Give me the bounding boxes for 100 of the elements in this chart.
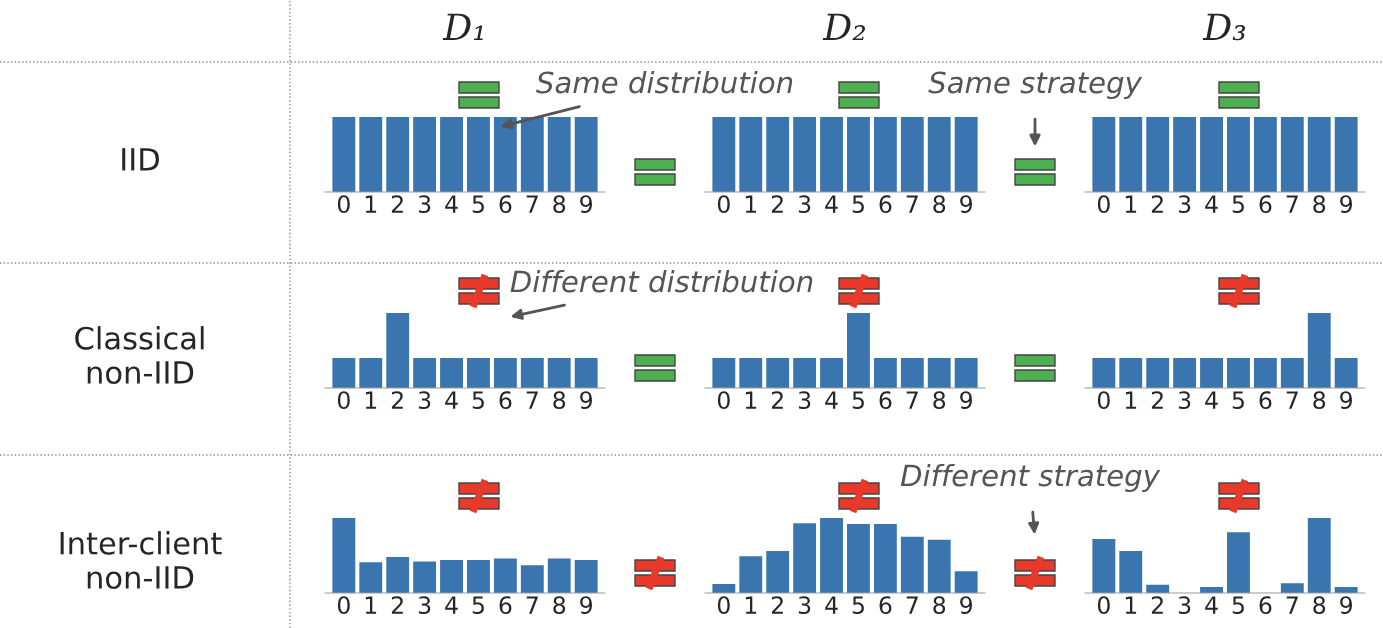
x-tick-label: 5 xyxy=(852,195,864,214)
x-tick-label: 5 xyxy=(1232,391,1244,410)
bar xyxy=(574,560,598,593)
x-tick-label: 5 xyxy=(852,596,864,615)
y-axis-title: Classical non-IID xyxy=(75,326,204,384)
x-tick-label: 7 xyxy=(906,195,918,213)
x-tick-label: 9 xyxy=(1340,195,1352,214)
x-tick-label: 6 xyxy=(879,391,892,410)
x-tick-label: 3 xyxy=(798,596,811,615)
x-tick-label: 0 xyxy=(717,596,730,615)
bar xyxy=(413,561,437,593)
x-tick-label: 7 xyxy=(1286,391,1298,409)
x-tick-label: 5 xyxy=(852,391,864,410)
bar xyxy=(493,558,517,593)
bar xyxy=(520,565,544,593)
bar xyxy=(766,551,790,593)
x-tick-label: 2 xyxy=(391,195,403,213)
x-tick-label: 1 xyxy=(1125,195,1137,213)
x-tick-label: 1 xyxy=(365,195,377,213)
x-tick-label: 4 xyxy=(445,195,458,213)
x-tick-label: 4 xyxy=(445,391,458,409)
y-axis-title: Inter-client non-IID xyxy=(60,531,222,589)
x-tick-label: 5 xyxy=(1232,195,1244,214)
x-tick-label: 8 xyxy=(553,391,566,410)
bar xyxy=(1307,518,1331,593)
y-axis-title: IID xyxy=(122,148,159,171)
bar xyxy=(440,560,463,593)
bar xyxy=(467,560,490,593)
x-tick-label: 3 xyxy=(418,596,431,615)
x-tick-label: 1 xyxy=(745,391,757,409)
x-tick-label: 2 xyxy=(771,195,783,213)
x-tick-label: 8 xyxy=(553,195,566,214)
x-tick-label: 4 xyxy=(825,596,838,614)
x-tick-label: 6 xyxy=(1259,195,1272,214)
bar xyxy=(1227,532,1250,593)
bar xyxy=(1280,583,1304,593)
x-tick-label: 3 xyxy=(1178,195,1191,214)
x-tick-label: 7 xyxy=(906,391,918,409)
x-tick-label: 4 xyxy=(825,195,838,213)
x-tick-label: 1 xyxy=(745,195,757,213)
bar xyxy=(1092,539,1116,593)
x-tick-label: 3 xyxy=(798,391,811,410)
x-tick-label: 2 xyxy=(1151,195,1163,213)
x-tick-label: 9 xyxy=(580,391,593,410)
text: Different strategy xyxy=(900,463,1161,493)
bar xyxy=(793,523,817,593)
x-tick-label: 2 xyxy=(1151,596,1163,614)
x-tick-label: 8 xyxy=(933,195,946,214)
x-tick-label: 2 xyxy=(771,391,783,409)
x-tick-label: 7 xyxy=(906,596,918,614)
x-tick-label: 7 xyxy=(526,391,538,409)
x-tick-label: 1 xyxy=(365,596,377,614)
x-tick-label: 6 xyxy=(1259,596,1272,615)
bar xyxy=(386,557,410,593)
x-tick-label: 3 xyxy=(1178,391,1191,410)
x-tick-label: 6 xyxy=(499,596,512,615)
x-tick-label: 0 xyxy=(717,195,730,214)
x-tick-label: 0 xyxy=(1097,596,1110,615)
x-tick-label: 3 xyxy=(798,195,811,214)
x-tick-label: 1 xyxy=(745,596,757,614)
x-tick-label: 9 xyxy=(580,596,593,615)
bar xyxy=(954,571,978,593)
x-tick-label: 7 xyxy=(1286,195,1298,213)
x-tick-label: 0 xyxy=(1097,195,1110,214)
bar xyxy=(547,558,571,593)
x-tick-label: 9 xyxy=(580,195,593,214)
x-tick-label: 1 xyxy=(1125,391,1137,409)
x-tick-label: 2 xyxy=(771,596,783,614)
x-tick-label: 4 xyxy=(825,391,838,409)
x-tick-label: 3 xyxy=(418,391,431,410)
x-tick-label: 0 xyxy=(337,391,350,410)
x-tick-label: 5 xyxy=(1232,596,1244,615)
x-tick-label: 5 xyxy=(472,391,484,410)
x-tick-label: 1 xyxy=(1125,596,1137,614)
bar xyxy=(927,539,951,593)
x-tick-label: 0 xyxy=(1097,391,1110,410)
x-tick-label: 8 xyxy=(1313,195,1326,214)
x-tick-label: 0 xyxy=(337,195,350,214)
x-tick-label: 4 xyxy=(1205,391,1218,409)
x-tick-label: 9 xyxy=(960,195,972,214)
chart-title: D₁ xyxy=(442,13,483,41)
x-tick-label: 9 xyxy=(960,596,972,615)
bar xyxy=(359,562,383,593)
x-tick-label: 6 xyxy=(879,596,892,615)
x-tick-label: 5 xyxy=(472,596,484,615)
x-tick-label: 1 xyxy=(365,391,377,409)
x-tick-label: 2 xyxy=(391,391,403,409)
chart-title: D₃ xyxy=(1202,13,1246,41)
x-tick-label: 2 xyxy=(391,596,403,614)
x-tick-label: 0 xyxy=(717,391,730,410)
x-tick-label: 3 xyxy=(1178,596,1191,615)
x-tick-label: 8 xyxy=(933,596,946,615)
bar xyxy=(900,536,924,593)
x-tick-label: 7 xyxy=(526,596,538,614)
x-tick-label: 7 xyxy=(1286,596,1298,614)
x-tick-label: 6 xyxy=(499,391,512,410)
x-tick-label: 4 xyxy=(1205,195,1218,213)
x-tick-label: 9 xyxy=(1340,391,1352,410)
x-tick-label: 6 xyxy=(1259,391,1272,410)
x-tick-label: 3 xyxy=(418,195,431,214)
